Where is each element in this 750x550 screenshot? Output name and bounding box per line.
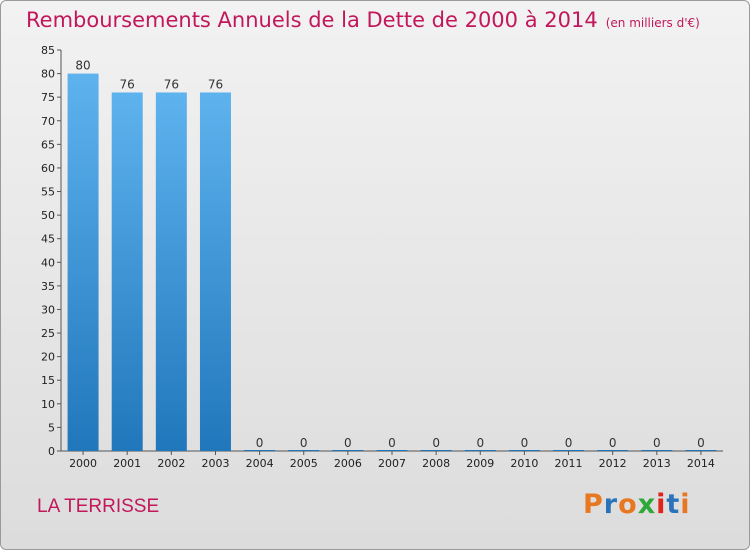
bar bbox=[199, 92, 231, 451]
bar-value-label: 0 bbox=[300, 436, 308, 450]
logo-letter: o bbox=[618, 489, 638, 520]
x-tick-label: 2006 bbox=[334, 457, 362, 470]
bar-value-label: 0 bbox=[565, 436, 573, 450]
bar-value-label: 0 bbox=[609, 436, 617, 450]
logo-letter: i bbox=[680, 489, 691, 520]
bar bbox=[376, 450, 408, 451]
bar-value-label: 0 bbox=[521, 436, 529, 450]
chart-unit: (en milliers d'€) bbox=[605, 16, 700, 30]
bar bbox=[641, 450, 673, 451]
x-tick-label: 2013 bbox=[643, 457, 671, 470]
bar-value-label: 0 bbox=[432, 436, 440, 450]
x-tick-label: 2009 bbox=[466, 457, 494, 470]
y-tick-label: 40 bbox=[41, 256, 55, 269]
y-tick-label: 65 bbox=[41, 138, 55, 151]
x-tick-label: 2001 bbox=[113, 457, 141, 470]
bar bbox=[420, 450, 452, 451]
y-tick-label: 20 bbox=[41, 351, 55, 364]
y-tick-label: 60 bbox=[41, 162, 55, 175]
bar bbox=[508, 450, 540, 451]
bar-value-label: 0 bbox=[476, 436, 484, 450]
y-tick-label: 85 bbox=[41, 44, 55, 57]
x-tick-label: 2010 bbox=[510, 457, 538, 470]
x-tick-label: 2003 bbox=[201, 457, 229, 470]
x-tick-label: 2011 bbox=[555, 457, 583, 470]
x-tick-label: 2004 bbox=[246, 457, 274, 470]
commune-name: LA TERRISSE bbox=[37, 496, 160, 517]
y-tick-label: 15 bbox=[41, 374, 55, 387]
y-tick-label: 75 bbox=[41, 91, 55, 104]
bar-value-label: 0 bbox=[653, 436, 661, 450]
bar-value-label: 0 bbox=[344, 436, 352, 450]
bar-value-label: 0 bbox=[256, 436, 264, 450]
bar-value-label: 80 bbox=[75, 59, 90, 73]
x-tick-label: 2014 bbox=[687, 457, 715, 470]
bar bbox=[553, 450, 585, 451]
x-tick-label: 2012 bbox=[599, 457, 627, 470]
x-tick-label: 2005 bbox=[290, 457, 318, 470]
bar-value-label: 76 bbox=[208, 77, 223, 91]
chart-title: Remboursements Annuels de la Dette de 20… bbox=[26, 8, 700, 32]
y-tick-label: 70 bbox=[41, 115, 55, 128]
bar-value-label: 76 bbox=[164, 77, 179, 91]
bar bbox=[288, 450, 320, 451]
logo-letter: P bbox=[583, 489, 604, 520]
x-tick-label: 2002 bbox=[157, 457, 185, 470]
y-tick-label: 45 bbox=[41, 233, 55, 246]
x-tick-label: 2008 bbox=[422, 457, 450, 470]
bar bbox=[111, 92, 143, 451]
bar-value-label: 76 bbox=[120, 77, 135, 91]
y-tick-label: 30 bbox=[41, 303, 55, 316]
x-tick-label: 2000 bbox=[69, 457, 97, 470]
logo-letter: x bbox=[637, 489, 657, 520]
x-tick-label: 2007 bbox=[378, 457, 406, 470]
bar bbox=[685, 450, 717, 451]
proxiti-logo: Proxiti bbox=[583, 489, 691, 520]
y-tick-label: 25 bbox=[41, 327, 55, 340]
y-tick-label: 50 bbox=[41, 209, 55, 222]
logo-letter: r bbox=[603, 489, 619, 520]
bar bbox=[597, 450, 629, 451]
y-tick-label: 10 bbox=[41, 398, 55, 411]
logo-letter: i bbox=[656, 489, 667, 520]
y-tick-label: 5 bbox=[48, 421, 55, 434]
bar bbox=[244, 450, 276, 451]
bar bbox=[332, 450, 364, 451]
bar bbox=[464, 450, 496, 451]
y-tick-label: 80 bbox=[41, 68, 55, 81]
y-tick-label: 35 bbox=[41, 280, 55, 293]
bar-value-label: 0 bbox=[388, 436, 396, 450]
bar bbox=[155, 92, 187, 451]
logo-letter: t bbox=[666, 489, 681, 520]
y-tick-label: 55 bbox=[41, 186, 55, 199]
bar-value-label: 0 bbox=[697, 436, 705, 450]
y-tick-label: 0 bbox=[48, 445, 55, 458]
chart-title-text: Remboursements Annuels de la Dette de 20… bbox=[26, 8, 598, 32]
bar bbox=[67, 73, 99, 452]
